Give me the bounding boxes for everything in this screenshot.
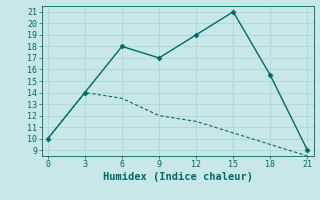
X-axis label: Humidex (Indice chaleur): Humidex (Indice chaleur) xyxy=(103,172,252,182)
